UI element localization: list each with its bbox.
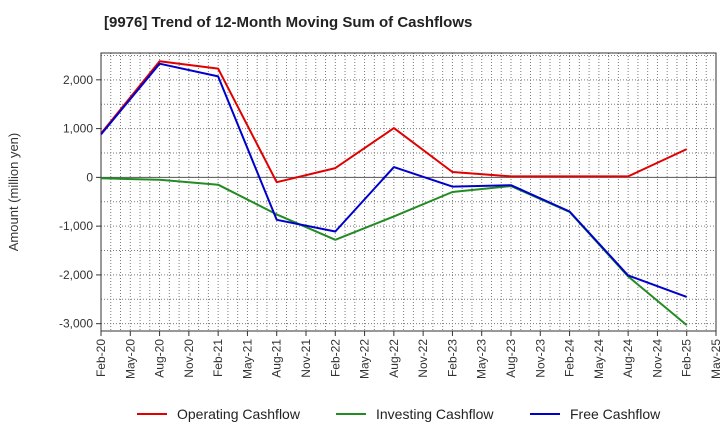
x-tick-label: May-23 [475,339,489,379]
x-tick-label: May-20 [123,339,137,379]
chart-title: [9976] Trend of 12-Month Moving Sum of C… [104,14,473,31]
x-tick-label: Aug-22 [387,339,401,378]
x-tick-label: Nov-22 [416,339,430,378]
grid-lines [100,53,717,331]
x-tick-label: Nov-24 [650,339,664,378]
series-line-free-cashflow [100,62,688,298]
series-line-operating-cashflow [100,60,688,184]
y-axis-label: Amount (million yen) [6,133,21,252]
x-tick-label: Nov-21 [299,339,313,378]
series-lines [100,60,688,326]
y-tick-label: 1,000 [63,122,93,136]
legend-label: Free Cashflow [570,406,661,422]
y-tick-label: -1,000 [59,219,93,233]
plot-area [101,53,716,331]
plot-frame [100,52,717,332]
x-tick-label: Aug-21 [270,339,284,378]
x-tick-label: Feb-20 [94,339,108,377]
y-tick-label: -3,000 [59,317,93,331]
x-tick-label: May-25 [709,339,720,379]
x-tick-label: Feb-22 [328,339,342,377]
x-tick-label: May-21 [240,339,254,379]
x-tick-label: Aug-20 [153,339,167,378]
x-tick-label: Feb-25 [680,339,694,377]
legend-label: Operating Cashflow [177,406,301,422]
x-tick-label: Feb-24 [563,339,577,377]
legend: Operating Cashflow Investing Cashflow Free… [137,406,661,422]
x-tick-label: Aug-23 [504,339,518,378]
x-tick-label: Aug-24 [621,339,635,378]
y-tick-label: 2,000 [63,73,93,87]
legend-label: Investing Cashflow [376,406,494,422]
x-tick-label: Feb-23 [445,339,459,377]
x-tick-label: Nov-23 [533,339,547,378]
y-tick-label: -2,000 [59,268,93,282]
x-tick-label: Nov-20 [182,339,196,378]
x-tick-label: May-22 [358,339,372,379]
x-tick-label: May-24 [592,339,606,379]
y-tick-label: 0 [86,170,93,184]
x-tick-label: Feb-21 [211,339,225,377]
